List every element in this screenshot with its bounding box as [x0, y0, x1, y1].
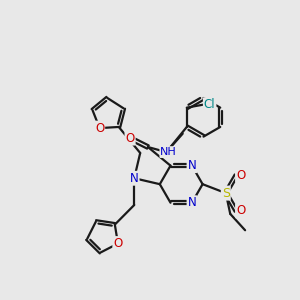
Text: O: O — [113, 237, 123, 250]
Text: O: O — [125, 132, 135, 145]
Text: O: O — [95, 122, 104, 135]
Text: Cl: Cl — [204, 98, 215, 111]
Text: N: N — [130, 172, 139, 185]
Text: NH: NH — [160, 147, 177, 157]
Text: N: N — [188, 159, 196, 172]
Text: S: S — [222, 187, 230, 200]
Text: O: O — [236, 169, 245, 182]
Text: O: O — [236, 204, 245, 218]
Text: N: N — [188, 196, 196, 209]
